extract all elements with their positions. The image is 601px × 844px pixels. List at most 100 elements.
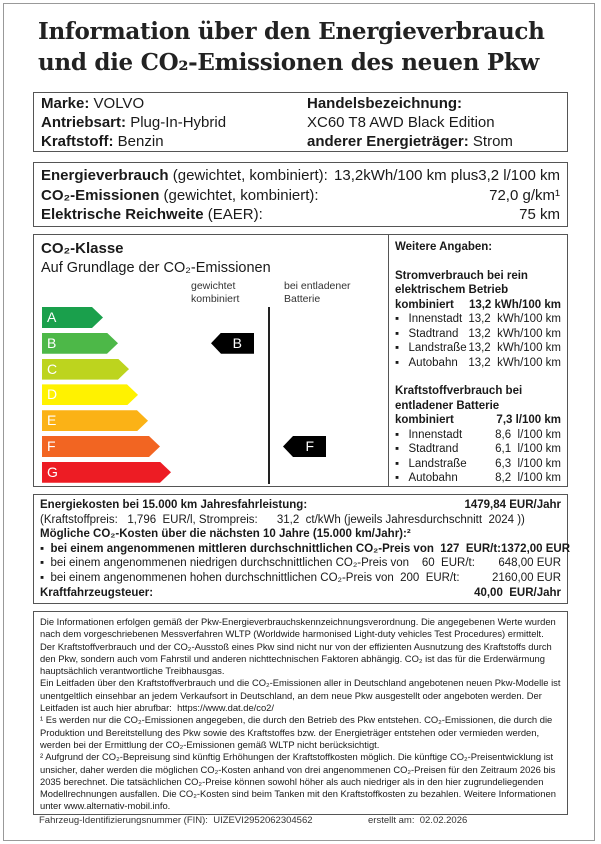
co2-cost-scenario: ▪ bei einem angenommenen hohen durchschn… [40, 571, 561, 586]
consumption-item: ▪ Landstraße 13,2 kWh/100 km [395, 341, 561, 356]
bullet-icon: ▪ [395, 457, 400, 470]
item-value: 13,2 kWh/100 km [468, 313, 561, 325]
bullet-icon: ▪ [40, 557, 51, 570]
fin: Fahrzeug-Identifizierungsnummer (FIN): U… [39, 815, 313, 826]
fuel-combined: 7,3 l/100 km [496, 414, 561, 426]
co2-class-bar-d: D [42, 384, 138, 405]
bullet-icon: ▪ [395, 443, 400, 455]
brand: VOLVO [93, 95, 145, 112]
consumption-item: ▪ Stadtrand 6,1 l/100 km [395, 442, 561, 457]
tax-value: 40,00 EUR/Jahr [474, 586, 561, 599]
footnote-2: ² Aufgrund der CO₂-Bepreisung sind künft… [40, 751, 556, 812]
info-paragraph-2: Ein Leitfaden über den Kraftstoffverbrau… [40, 677, 561, 714]
further-info: Weitere Angaben: Stromverbrauch bei rein… [388, 235, 567, 486]
range-row: Elektrische Reichweite (EAER): 75 km [41, 205, 560, 225]
scenario-value: 648,00 EUR [498, 557, 561, 570]
energy-cost-value: 1479,84 EUR/Jahr [464, 499, 561, 511]
page-frame [3, 3, 595, 841]
column-weighted-label: gewichtet kombiniert [191, 280, 240, 305]
bullet-icon: ▪ [395, 472, 400, 484]
other-energy: Strom [472, 133, 513, 150]
electric-combined-label: kombiniert [395, 298, 454, 311]
item-label: Landstraße [408, 342, 467, 354]
page-title: Information über den Energieverbrauch und… [38, 16, 545, 78]
energy-row: Energieverbrauch (gewichtet, kombiniert)… [41, 166, 560, 186]
trade-label: Handelsbezeichnung: [307, 95, 463, 112]
consumption-box: Energieverbrauch (gewichtet, kombiniert)… [33, 162, 568, 227]
bullet-icon: ▪ [395, 313, 400, 325]
item-label: Innenstadt [408, 428, 463, 441]
item-value: 8,2 l/100 km [495, 472, 561, 484]
legal-info-box: Die Informationen erfolgen gemäß der Pkw… [33, 611, 568, 815]
prices: (Kraftstoffpreis: 1,796 EUR/l, Stromprei… [40, 513, 525, 526]
item-label: Innenstadt [408, 313, 463, 325]
consumption-item: ▪ Landstraße 6,3 l/100 km [395, 457, 561, 472]
scenario-value: 2160,00 EUR [491, 571, 561, 584]
item-value: 8,6 l/100 km [495, 428, 561, 441]
column-divider [268, 307, 270, 484]
bullet-icon: ▪ [395, 327, 400, 340]
info-paragraph-1: Die Informationen erfolgen gemäß der Pkw… [40, 616, 556, 677]
consumption-item: ▪ Innenstadt 8,6 l/100 km [395, 428, 561, 443]
fuel-label: Kraftstoff: [41, 133, 114, 150]
drive: Plug-In-Hybrid [130, 114, 227, 131]
electric-combined: 13,2 kWh/100 km [468, 298, 561, 311]
energy-cost-label: Energiekosten bei 15.000 km Jahresfahrle… [40, 499, 308, 511]
co2-class-title: CO₂-Klasse [41, 240, 124, 257]
guide-link[interactable]: https://www.dat.de/co2/ [177, 702, 275, 714]
co2-value: 72,0 g/km¹ [489, 186, 560, 204]
vehicle-box: Marke: VOLVO Antriebsart: Plug-In-Hybrid… [33, 92, 568, 152]
co2-class-subtitle: Auf Grundlage der CO₂-Emissionen [41, 260, 271, 276]
item-value: 13,2 kWh/100 km [468, 356, 561, 369]
item-label: Stadtrand [408, 443, 459, 455]
energy-label: Energieverbrauch [41, 167, 169, 184]
bullet-icon: ▪ [395, 342, 400, 354]
item-value: 13,2 kWh/100 km [468, 342, 561, 354]
scenario-label: bei einem angenommenen hohen durchschnit… [50, 571, 460, 584]
column-discharged-label: bei entladener Batterie [284, 280, 351, 305]
item-label: Autobahn [408, 356, 458, 369]
brand-label: Marke: [41, 95, 90, 112]
drive-label: Antriebsart: [41, 114, 127, 131]
co2-class-box: CO₂-Klasse Auf Grundlage der CO₂-Emissio… [33, 234, 568, 487]
co2-cost-title: Mögliche CO₂-Kosten über die nächsten 10… [40, 528, 411, 541]
bullet-icon: ▪ [395, 428, 400, 441]
range-note: (EAER): [207, 206, 263, 223]
co2-note: (gewichtet, kombiniert): [163, 186, 319, 204]
co2-cost-scenario: ▪ bei einem angenommenen niedrigen durch… [40, 556, 561, 571]
further-title: Weitere Angaben: [395, 241, 493, 253]
item-value: 6,1 l/100 km [495, 443, 561, 455]
item-value: 13,2 kWh/100 km [468, 327, 561, 340]
scenario-label: bei einem angenommenen mittleren durchsc… [50, 542, 501, 555]
range-label: Elektrische Reichweite [41, 206, 204, 223]
energy-note: (gewichtet, kombiniert): [172, 167, 328, 184]
consumption-item: ▪ Autobahn 13,2 kWh/100 km [395, 356, 561, 371]
range-value: 75 km [519, 206, 560, 223]
title-line-2: und die CO₂-Emissionen des neuen Pkw [38, 49, 539, 76]
scenario-value: 1372,00 EUR [500, 542, 571, 555]
co2-row: CO₂-Emissionen (gewichtet, kombiniert): 7… [41, 186, 560, 206]
scenario-label: bei einem angenommenen niedrigen durchsc… [50, 557, 475, 570]
co2-class-marker-discharged: F [283, 436, 326, 457]
co2-class-bar-c: C [42, 359, 129, 380]
co2-class-bar-f: F [42, 436, 160, 457]
co2-class-scale: CO₂-Klasse Auf Grundlage der CO₂-Emissio… [34, 235, 388, 486]
fuel-combined-label: kombiniert [395, 414, 454, 426]
energy-value: 13,2kWh/100 km plus3,2 l/100 km [334, 167, 560, 184]
bullet-icon: ▪ [40, 542, 51, 555]
fuel-title: Kraftstoffverbrauch bei entladener Batte… [395, 385, 523, 412]
item-label: Stadtrand [408, 327, 459, 340]
co2-class-bar-b: B [42, 333, 118, 354]
co2-class-marker-weighted: B [211, 332, 254, 354]
title-line-1: Information über den Energieverbrauch [38, 18, 545, 45]
electric-title: Stromverbrauch bei rein elektrischem Bet… [395, 269, 528, 297]
item-value: 6,3 l/100 km [495, 457, 561, 470]
bullet-icon: ▪ [395, 356, 400, 369]
fuel: Benzin [117, 133, 164, 150]
tax-label: Kraftfahrzeugsteuer: [40, 586, 154, 599]
trade-name: XC60 T8 AWD Black Edition [307, 114, 495, 131]
item-label: Autobahn [408, 472, 458, 484]
consumption-item: ▪ Innenstadt 13,2 kWh/100 km [395, 312, 561, 327]
co2-cost-scenario: ▪ bei einem angenommenen mittleren durch… [40, 542, 570, 557]
footnote-1: ¹ Es werden nur die CO₂-Emissionen angeg… [40, 714, 553, 750]
